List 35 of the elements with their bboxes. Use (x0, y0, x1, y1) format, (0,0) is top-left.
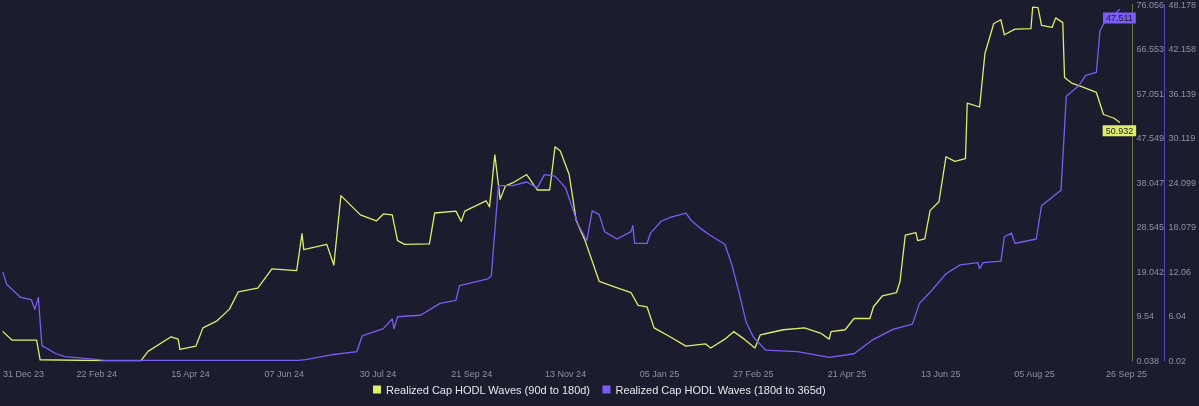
y2-tick-label: 12.06 (1168, 266, 1191, 277)
y2-tick-label: 24.099 (1168, 177, 1196, 188)
data-label: 50.932 (1105, 125, 1134, 136)
y2-tick-label: 0.02 (1168, 356, 1186, 366)
x-tick-label: 07 Jun 24 (264, 368, 305, 379)
x-tick-label: 27 Feb 25 (732, 368, 774, 379)
x-tick-label: 21 Sep 24 (451, 368, 493, 379)
x-tick-label: 13 Jun 25 (920, 368, 961, 379)
y2-tick-label: 42.158 (1168, 44, 1196, 55)
x-tick-label: 26 Sep 25 (1105, 368, 1147, 379)
x-tick-label: 15 Apr 24 (171, 368, 210, 379)
y2-tick-label: 48.178 (1168, 0, 1196, 10)
y2-tick-label: 36.139 (1168, 88, 1196, 99)
y2-tick-label: 30.119 (1168, 133, 1196, 144)
y2-tick-label: 18.079 (1168, 222, 1196, 233)
legend-label: Realized Cap HODL Waves (90d to 180d) (386, 383, 591, 396)
x-tick-label: 30 Jul 24 (359, 368, 397, 379)
y-tick-label: 38.047 (1136, 177, 1164, 188)
y-tick-label: 47.549 (1136, 133, 1164, 144)
y-tick-label: 28.545 (1136, 222, 1164, 233)
x-tick-label: 31 Dec 23 (3, 368, 45, 379)
x-tick-label: 05 Aug 25 (1014, 368, 1055, 379)
y2-tick-label: 6.04 (1168, 311, 1186, 322)
y-tick-label: 66.553 (1136, 44, 1164, 55)
x-tick-label: 22 Feb 24 (76, 368, 118, 379)
y-tick-label: 57.051 (1136, 88, 1164, 99)
x-tick-label: 13 Nov 24 (545, 368, 587, 379)
x-tick-label: 05 Jan 25 (639, 368, 680, 379)
y-tick-label: 0.038 (1136, 356, 1159, 366)
y-tick-label: 76.056 (1136, 0, 1164, 10)
y-tick-label: 19.042 (1136, 266, 1164, 277)
y-tick-label: 9.54 (1136, 311, 1154, 322)
data-label: 47.511 (1105, 12, 1133, 23)
x-tick-label: 21 Apr 25 (827, 368, 867, 379)
legend-label: Realized Cap HODL Waves (180d to 365d) (615, 383, 826, 396)
